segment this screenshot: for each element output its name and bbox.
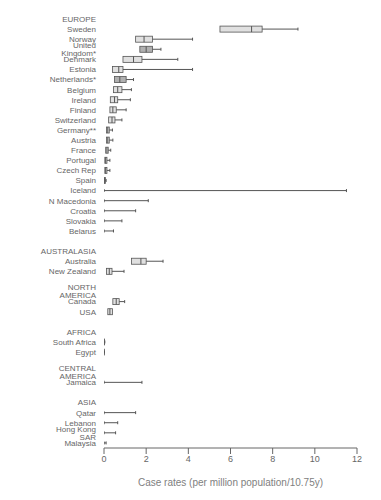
svg-text:Iceland: Iceland [70, 186, 96, 195]
svg-text:Australia: Australia [65, 257, 97, 266]
svg-text:Canada: Canada [68, 297, 97, 306]
svg-text:France: France [71, 146, 96, 155]
svg-text:New Zealand: New Zealand [49, 267, 96, 276]
svg-text:Denmark: Denmark [64, 55, 97, 64]
svg-text:Austria: Austria [71, 136, 96, 145]
svg-text:Estonia: Estonia [69, 65, 96, 74]
svg-text:Czech Rep: Czech Rep [56, 166, 96, 175]
svg-text:South Africa: South Africa [53, 338, 97, 347]
svg-text:USA: USA [80, 308, 97, 317]
svg-text:Ireland: Ireland [72, 96, 96, 105]
svg-text:Egypt: Egypt [76, 348, 97, 357]
svg-text:10: 10 [310, 454, 320, 464]
svg-text:Portugal: Portugal [66, 156, 96, 165]
svg-text:Slovakia: Slovakia [66, 217, 97, 226]
svg-text:8: 8 [270, 454, 275, 464]
svg-text:AFRICA: AFRICA [67, 328, 97, 337]
svg-text:Qatar: Qatar [76, 409, 96, 418]
svg-text:Netherlands*: Netherlands* [50, 75, 96, 84]
svg-text:Belarus: Belarus [69, 227, 96, 236]
svg-text:EUROPE: EUROPE [62, 15, 96, 24]
svg-text:4: 4 [186, 454, 191, 464]
svg-text:ASIA: ASIA [78, 398, 97, 407]
svg-text:AUSTRALASIA: AUSTRALASIA [41, 247, 97, 256]
svg-text:0: 0 [101, 454, 106, 464]
svg-text:Sweden: Sweden [67, 25, 96, 34]
svg-text:Malaysia: Malaysia [64, 439, 96, 448]
svg-text:Spain: Spain [76, 176, 96, 185]
svg-text:Germany**: Germany** [57, 126, 96, 135]
svg-text:2: 2 [144, 454, 149, 464]
svg-text:Croatia: Croatia [70, 207, 96, 216]
svg-text:Case rates (per million popula: Case rates (per million population/10.75… [138, 477, 323, 488]
svg-text:6: 6 [228, 454, 233, 464]
svg-text:Belgium: Belgium [67, 86, 96, 95]
svg-text:12: 12 [352, 454, 362, 464]
svg-text:Finland: Finland [70, 106, 96, 115]
svg-text:Switzerland: Switzerland [55, 116, 96, 125]
svg-text:N Macedonia: N Macedonia [49, 197, 97, 206]
svg-text:Jamaica: Jamaica [66, 378, 96, 387]
